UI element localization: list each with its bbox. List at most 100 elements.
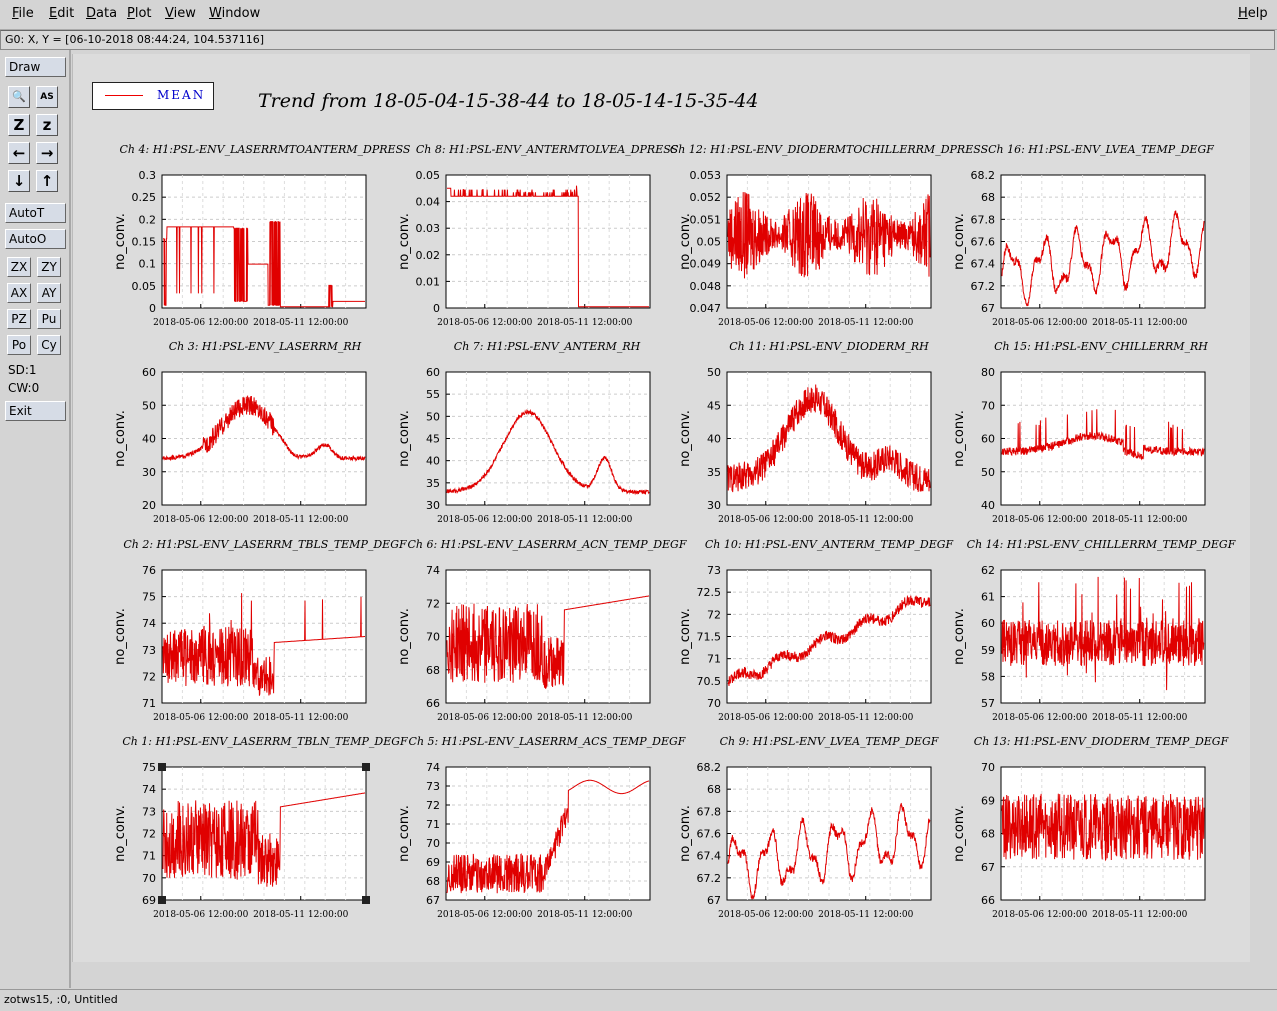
menu-data[interactable]: Data bbox=[86, 6, 118, 21]
x-tick-label: 2018-05-06 12:00:00 bbox=[437, 713, 532, 723]
y-tick-label: 0.04 bbox=[416, 196, 441, 209]
y-tick-label: 80 bbox=[981, 366, 995, 379]
plot-panel[interactable]: Ch 13: H1:PSL-ENV_DIODERM_TEMP_DEGF 70 69 6… bbox=[952, 735, 1229, 920]
x-tick-label: 2018-05-11 12:00:00 bbox=[537, 318, 632, 328]
y-tick-label: 0.049 bbox=[690, 258, 722, 271]
y-axis-label: no_conv. bbox=[113, 410, 128, 467]
x-tick-label: 2018-05-06 12:00:00 bbox=[992, 515, 1087, 525]
plot-panel[interactable]: Ch 16: H1:PSL-ENV_LVEA_TEMP_DEGF 68.2 68 67… bbox=[952, 143, 1214, 328]
y-tick-label: 0.053 bbox=[690, 169, 722, 182]
autot-button[interactable]: AutoT bbox=[5, 203, 66, 223]
y-tick-label: 57 bbox=[981, 697, 995, 710]
zoom-in-icon[interactable]: z bbox=[36, 114, 58, 136]
plot-panel[interactable]: Ch 11: H1:PSL-ENV_DIODERM_RH 50 45 40 35 30 20… bbox=[678, 340, 932, 525]
plot-panel[interactable]: Ch 5: H1:PSL-ENV_LASERRM_ACS_TEMP_DEGF 74… bbox=[397, 735, 686, 920]
x-tick-label: 2018-05-06 12:00:00 bbox=[437, 318, 532, 328]
x-tick-label: 2018-05-11 12:00:00 bbox=[818, 318, 913, 328]
x-tick-label: 2018-05-06 12:00:00 bbox=[153, 515, 248, 525]
up-arrow-icon[interactable]: ↑ bbox=[36, 170, 58, 192]
plot-title: Ch 7: H1:PSL-ENV_ANTERM_RH bbox=[454, 340, 641, 353]
y-tick-label: 61 bbox=[981, 591, 995, 604]
series-line bbox=[162, 593, 365, 696]
draw-button[interactable]: Draw bbox=[5, 57, 66, 77]
y-tick-label: 0.05 bbox=[132, 280, 157, 293]
y-tick-label: 69 bbox=[426, 856, 440, 869]
y-tick-label: 71 bbox=[142, 697, 156, 710]
y-axis-label: no_conv. bbox=[678, 213, 693, 270]
plot-panel[interactable]: Ch 14: H1:PSL-ENV_CHILLERRM_TEMP_DEGF 62 6… bbox=[952, 538, 1236, 723]
down-arrow-icon[interactable]: ↓ bbox=[8, 170, 30, 192]
y-tick-label: 68.2 bbox=[971, 169, 996, 182]
zx-button[interactable]: ZX bbox=[7, 257, 31, 277]
selection-handle[interactable] bbox=[362, 763, 370, 771]
autoo-button[interactable]: AutoO bbox=[5, 229, 66, 249]
menu-edit[interactable]: Edit bbox=[49, 6, 75, 21]
series-line bbox=[727, 384, 931, 493]
y-axis-label: no_conv. bbox=[113, 805, 128, 862]
y-tick-label: 66 bbox=[981, 894, 995, 907]
text-icon[interactable]: AS bbox=[36, 86, 58, 108]
y-tick-label: 69 bbox=[981, 794, 995, 807]
y-axis-label: no_conv. bbox=[952, 213, 967, 270]
menu-file[interactable]: File bbox=[12, 6, 34, 21]
right-arrow-icon[interactable]: → bbox=[36, 142, 58, 164]
magnify-icon[interactable]: 🔍 bbox=[8, 86, 30, 108]
plot-panel[interactable]: Ch 4: H1:PSL-ENV_LASERRMTOANTERM_DPRESS 0… bbox=[113, 143, 411, 328]
pu-button[interactable]: Pu bbox=[37, 309, 61, 329]
y-tick-label: 67 bbox=[981, 302, 995, 315]
zoom-out-icon[interactable]: Z bbox=[8, 114, 30, 136]
y-tick-label: 72 bbox=[707, 608, 721, 621]
y-tick-label: 0.15 bbox=[132, 236, 157, 249]
y-tick-label: 67 bbox=[981, 861, 995, 874]
y-tick-label: 40 bbox=[142, 433, 156, 446]
x-tick-label: 2018-05-11 12:00:00 bbox=[818, 910, 913, 920]
y-axis-label: no_conv. bbox=[678, 410, 693, 467]
plot-panel[interactable]: Ch 8: H1:PSL-ENV_ANTERMTOLVEA_DPRESS 0.05… bbox=[397, 143, 679, 328]
x-tick-label: 2018-05-06 12:00:00 bbox=[437, 515, 532, 525]
y-tick-label: 73 bbox=[142, 805, 156, 818]
exit-button[interactable]: Exit bbox=[5, 401, 66, 421]
plot-title: Ch 11: H1:PSL-ENV_DIODERM_RH bbox=[729, 340, 929, 353]
left-arrow-icon[interactable]: ← bbox=[8, 142, 30, 164]
pz-button[interactable]: PZ bbox=[7, 309, 31, 329]
y-axis-label: no_conv. bbox=[397, 213, 412, 270]
y-tick-label: 70 bbox=[426, 837, 440, 850]
plot-panel[interactable]: Ch 12: H1:PSL-ENV_DIODERMTOCHILLERRM_DPR… bbox=[670, 143, 989, 328]
plot-panel[interactable]: Ch 9: H1:PSL-ENV_LVEA_TEMP_DEGF 68.2 68 67.… bbox=[678, 735, 939, 920]
series-line bbox=[727, 594, 931, 687]
po-button[interactable]: Po bbox=[7, 335, 31, 355]
y-tick-label: 73 bbox=[142, 644, 156, 657]
menu-plot[interactable]: Plot bbox=[127, 6, 152, 21]
y-tick-label: 0.03 bbox=[416, 222, 441, 235]
plot-panel[interactable]: Ch 15: H1:PSL-ENV_CHILLERRM_RH 80 70 60 50 40… bbox=[952, 340, 1208, 525]
y-axis-label: no_conv. bbox=[397, 410, 412, 467]
plot-panel[interactable]: Ch 6: H1:PSL-ENV_LASERRM_ACN_TEMP_DEGF 74… bbox=[397, 538, 687, 723]
y-tick-label: 60 bbox=[981, 617, 995, 630]
selection-handle[interactable] bbox=[158, 896, 166, 904]
menu-help[interactable]: Help bbox=[1238, 6, 1268, 21]
zy-button[interactable]: ZY bbox=[37, 257, 61, 277]
y-tick-label: 60 bbox=[426, 366, 440, 379]
x-tick-label: 2018-05-06 12:00:00 bbox=[992, 910, 1087, 920]
plot-panel[interactable]: Ch 10: H1:PSL-ENV_ANTERM_TEMP_DEGF 73 72.5… bbox=[678, 538, 954, 723]
menu-window[interactable]: Window bbox=[209, 6, 261, 21]
y-tick-label: 67.8 bbox=[971, 213, 996, 226]
x-tick-label: 2018-05-06 12:00:00 bbox=[718, 713, 813, 723]
plot-panel[interactable]: Ch 1: H1:PSL-ENV_LASERRM_TBLN_TEMP_DEGF 7… bbox=[113, 735, 408, 920]
plot-panel[interactable]: Ch 3: H1:PSL-ENV_LASERRM_RH 60 50 40 30 20 201… bbox=[113, 340, 367, 525]
selection-handle[interactable] bbox=[362, 896, 370, 904]
plot-panel[interactable]: Ch 2: H1:PSL-ENV_LASERRM_TBLS_TEMP_DEGF 7… bbox=[113, 538, 407, 723]
y-tick-label: 68 bbox=[981, 828, 995, 841]
plot-panel[interactable]: Ch 7: H1:PSL-ENV_ANTERM_RH 60 55 50 45 40 35 30… bbox=[397, 340, 651, 525]
y-tick-label: 0 bbox=[149, 302, 156, 315]
y-tick-label: 71.5 bbox=[697, 631, 722, 644]
series-line bbox=[1001, 793, 1205, 862]
y-tick-label: 74 bbox=[426, 761, 440, 774]
cy-button[interactable]: Cy bbox=[37, 335, 61, 355]
ax-button[interactable]: AX bbox=[7, 283, 31, 303]
ay-button[interactable]: AY bbox=[37, 283, 61, 303]
plot-title: Ch 15: H1:PSL-ENV_CHILLERRM_RH bbox=[994, 340, 1208, 353]
selection-handle[interactable] bbox=[158, 763, 166, 771]
menu-view[interactable]: View bbox=[165, 6, 196, 21]
